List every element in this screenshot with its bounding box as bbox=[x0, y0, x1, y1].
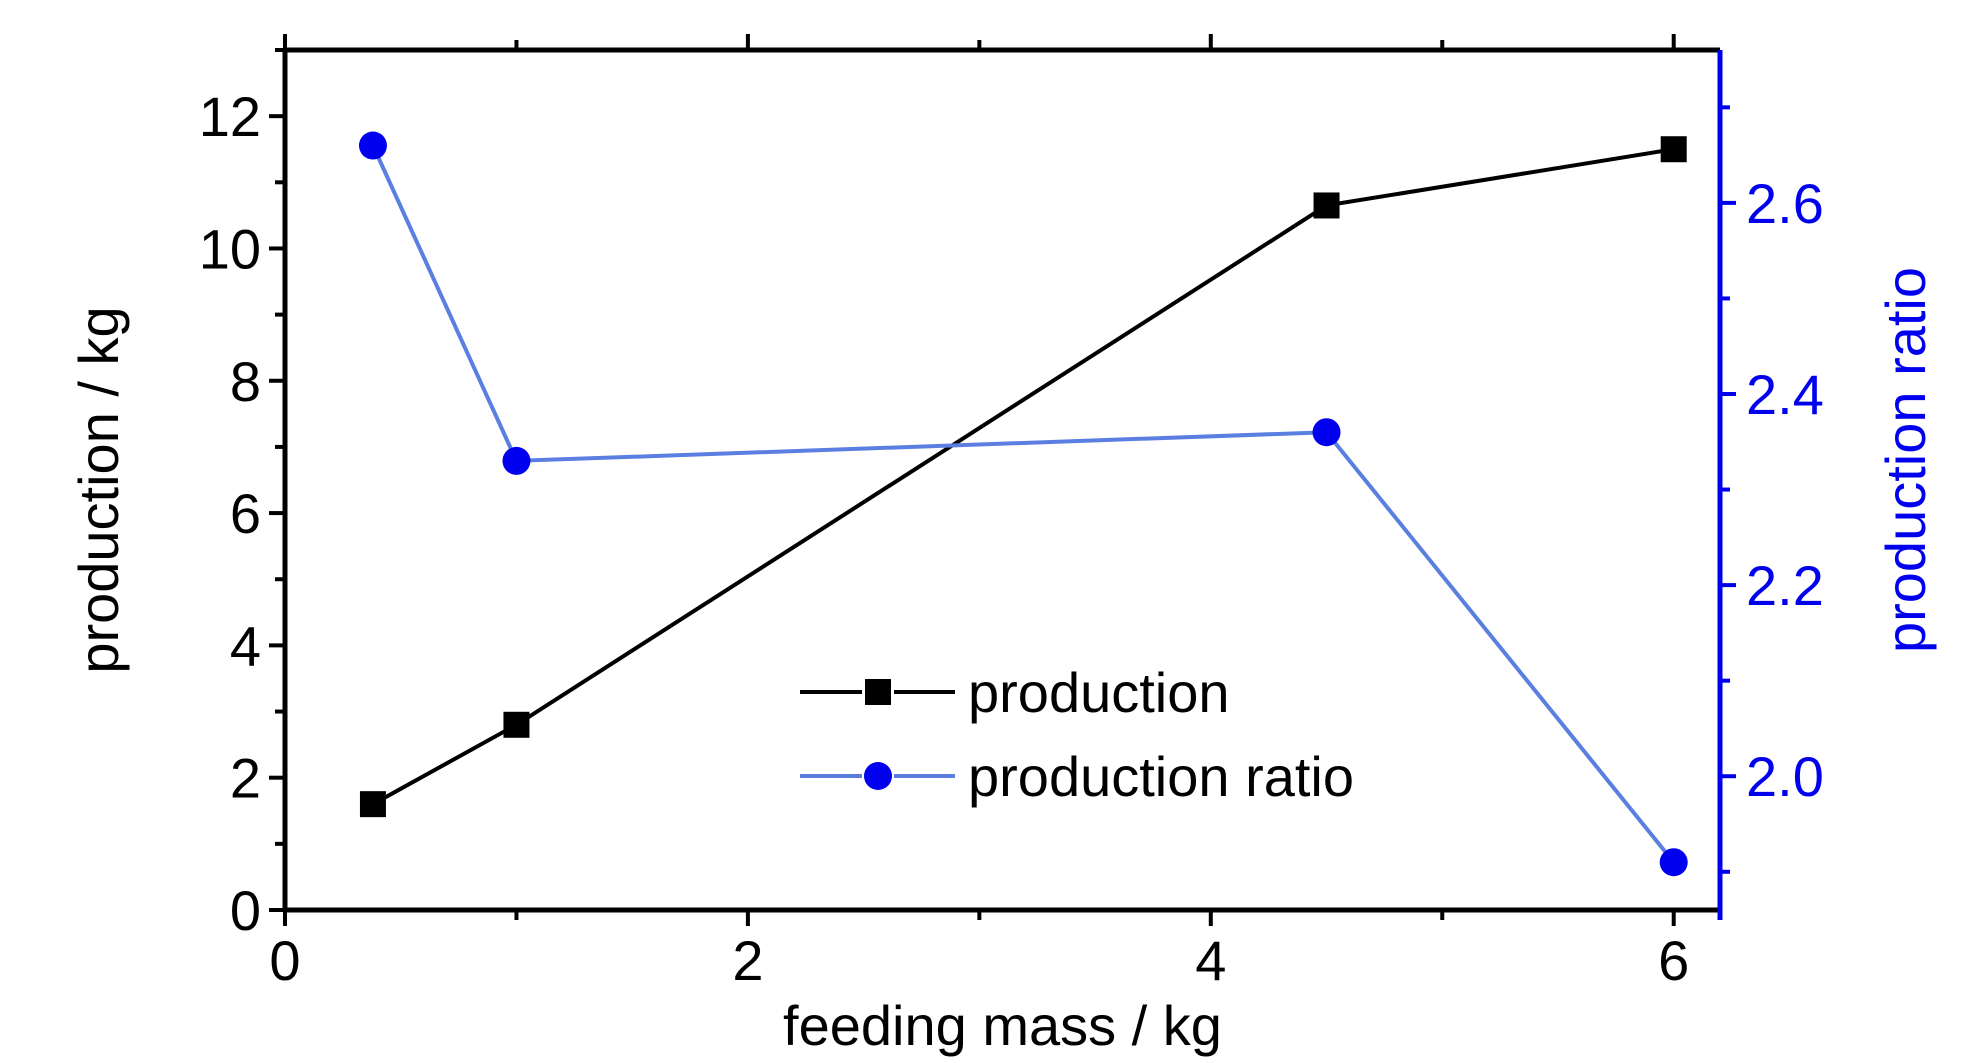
x-tick-label: 4 bbox=[1195, 929, 1226, 992]
y-right-tick-label: 2.6 bbox=[1746, 172, 1824, 235]
y-left-tick-label: 12 bbox=[199, 85, 261, 148]
data-point-circle bbox=[358, 131, 387, 160]
series-line-production bbox=[371, 147, 1675, 806]
data-point-circle bbox=[1312, 418, 1341, 447]
y-left-tick-label: 4 bbox=[230, 614, 261, 677]
x-tick-label: 2 bbox=[732, 929, 763, 992]
legend-circle-marker bbox=[864, 762, 892, 790]
y-left-tick-label: 6 bbox=[230, 482, 261, 545]
legend-label: production bbox=[968, 661, 1230, 724]
data-point-square bbox=[1660, 136, 1687, 163]
axis-ticks bbox=[269, 34, 1736, 926]
y-left-tick-label: 0 bbox=[230, 879, 261, 942]
legend-item-production-ratio: production ratio bbox=[800, 745, 1354, 808]
legend-label: production ratio bbox=[968, 745, 1354, 808]
series-layer bbox=[358, 131, 1688, 877]
data-point-square bbox=[359, 791, 386, 818]
y-right-tick-label: 2.0 bbox=[1746, 745, 1824, 808]
y-left-tick-label: 10 bbox=[199, 217, 261, 280]
legend-square-marker bbox=[865, 679, 891, 705]
y-left-tick-label: 2 bbox=[230, 747, 261, 810]
x-tick-label: 0 bbox=[269, 929, 300, 992]
y-left-tick-label: 8 bbox=[230, 350, 261, 413]
y-left-axis-title: production / kg bbox=[67, 306, 130, 673]
y-right-tick-label: 2.2 bbox=[1746, 554, 1824, 617]
x-tick-label: 6 bbox=[1658, 929, 1689, 992]
data-point-circle bbox=[502, 446, 531, 475]
series-line-production-ratio bbox=[371, 144, 1676, 864]
data-point-square bbox=[1313, 192, 1340, 219]
tick-labels: 0 2 4 6 0 2 4 6 8 10 12 2.0 2.2 2.4 2.6 bbox=[199, 85, 1824, 992]
data-point-square bbox=[503, 711, 530, 738]
legend-item-production: production bbox=[800, 661, 1230, 724]
y-right-tick-label: 2.4 bbox=[1746, 363, 1824, 426]
legend: production production ratio bbox=[800, 661, 1354, 808]
data-point-circle bbox=[1659, 848, 1688, 877]
x-axis-title: feeding mass / kg bbox=[783, 994, 1222, 1057]
y-right-axis-title: production ratio bbox=[1874, 267, 1937, 653]
